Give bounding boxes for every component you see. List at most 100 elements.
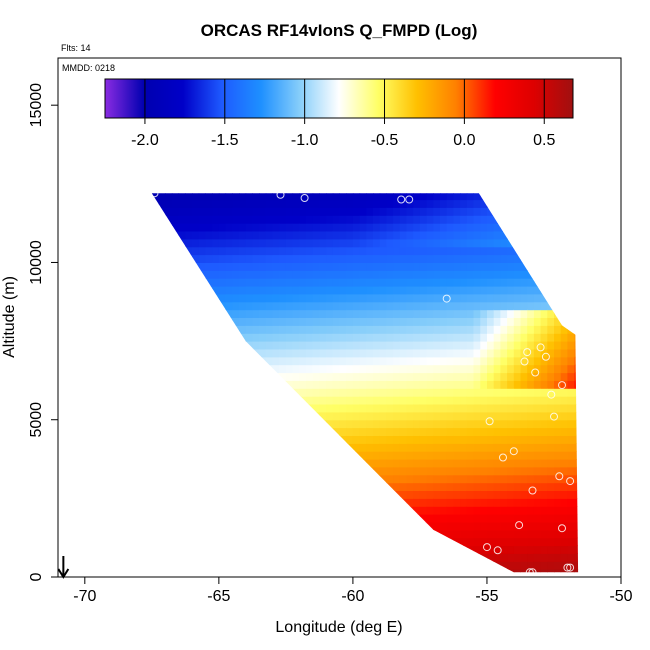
heatmap-cell bbox=[520, 193, 528, 201]
heatmap-cell bbox=[433, 364, 441, 374]
heatmap-cell bbox=[218, 529, 227, 539]
heatmap-cell bbox=[352, 388, 361, 397]
heatmap-cell bbox=[239, 262, 247, 271]
heatmap-cell bbox=[265, 545, 273, 554]
heatmap-cell bbox=[386, 443, 394, 452]
heatmap-cell bbox=[165, 474, 173, 484]
heatmap-cell bbox=[252, 419, 260, 429]
heatmap-cell bbox=[513, 545, 521, 554]
heatmap-cell bbox=[259, 231, 267, 240]
heatmap-cell bbox=[312, 199, 320, 208]
heatmap-cell bbox=[245, 333, 253, 342]
heatmap-cell bbox=[206, 184, 213, 192]
heatmap-cell bbox=[359, 380, 367, 389]
heatmap-cell bbox=[460, 522, 468, 531]
heatmap-cell bbox=[225, 529, 233, 539]
heatmap-cell bbox=[218, 293, 227, 303]
heatmap-cell bbox=[259, 498, 267, 507]
heatmap-cell bbox=[487, 545, 495, 554]
heatmap-cell bbox=[319, 498, 327, 507]
heatmap-cell bbox=[326, 404, 334, 413]
heatmap-cell bbox=[440, 522, 448, 531]
heatmap-cell bbox=[285, 545, 294, 554]
heatmap-cell bbox=[393, 404, 401, 413]
heatmap-cell bbox=[419, 333, 428, 342]
heatmap-cell bbox=[500, 411, 508, 421]
heatmap-cell bbox=[433, 286, 441, 295]
heatmap-cell bbox=[446, 356, 454, 366]
heatmap-cell bbox=[487, 380, 495, 389]
heatmap-cell bbox=[352, 569, 361, 573]
heatmap-cell bbox=[446, 396, 454, 405]
heatmap-cell bbox=[151, 199, 159, 208]
heatmap-cell bbox=[379, 545, 387, 554]
heatmap-cell bbox=[373, 364, 381, 374]
heatmap-cell bbox=[239, 207, 247, 216]
heatmap-cell bbox=[265, 419, 273, 429]
flight-point bbox=[523, 348, 532, 357]
heatmap-cell bbox=[158, 286, 166, 295]
heatmap-cell bbox=[259, 529, 267, 539]
heatmap-cell bbox=[426, 427, 434, 436]
heatmap-cell bbox=[373, 193, 381, 201]
heatmap-cell bbox=[554, 309, 562, 318]
heatmap-cell bbox=[259, 553, 267, 562]
heatmap-cell bbox=[567, 301, 575, 311]
heatmap-cell bbox=[513, 537, 521, 547]
heatmap-cell bbox=[326, 238, 334, 248]
heatmap-cell bbox=[406, 388, 414, 397]
heatmap-cell bbox=[574, 309, 579, 318]
heatmap-cell bbox=[406, 498, 414, 507]
heatmap-cell bbox=[252, 396, 260, 405]
heatmap-cell bbox=[547, 246, 555, 256]
heatmap-cell bbox=[299, 193, 307, 201]
heatmap-cell bbox=[500, 537, 508, 547]
heatmap-cell bbox=[225, 215, 233, 224]
heatmap-cell bbox=[366, 482, 374, 491]
heatmap-cell bbox=[158, 246, 166, 256]
flight-point bbox=[547, 390, 556, 399]
heatmap-cell bbox=[225, 404, 233, 413]
heatmap-cell bbox=[339, 443, 347, 452]
heatmap-cell bbox=[507, 561, 515, 570]
heatmap-cell bbox=[198, 404, 206, 413]
heatmap-cell bbox=[567, 215, 575, 224]
heatmap-cell bbox=[500, 498, 508, 507]
heatmap-cell bbox=[319, 356, 327, 366]
heatmap-cell bbox=[379, 451, 387, 460]
heatmap-cell bbox=[292, 459, 300, 468]
heatmap-cell bbox=[158, 419, 166, 429]
heatmap-cell bbox=[460, 349, 468, 358]
heatmap-cell bbox=[339, 238, 347, 248]
heatmap-cell bbox=[332, 514, 340, 523]
heatmap-cell bbox=[225, 490, 233, 499]
heatmap-cell bbox=[252, 474, 260, 484]
heatmap-cell bbox=[326, 435, 334, 444]
colorbar-tick-label: -0.5 bbox=[371, 132, 399, 149]
heatmap-cell bbox=[466, 451, 474, 460]
heatmap-cell bbox=[581, 436, 588, 444]
heatmap-cell bbox=[399, 207, 407, 216]
heatmap-cell bbox=[433, 482, 441, 491]
heatmap-cell bbox=[460, 317, 468, 326]
heatmap-cell bbox=[178, 419, 186, 429]
heatmap-cell bbox=[413, 522, 421, 531]
heatmap-cell bbox=[406, 223, 414, 232]
flight-point bbox=[483, 543, 491, 552]
heatmap-cell bbox=[500, 199, 508, 208]
heatmap-cell bbox=[285, 537, 294, 547]
heatmap-cell bbox=[581, 270, 588, 278]
heatmap-cell bbox=[339, 466, 347, 476]
heatmap-cell bbox=[239, 364, 247, 374]
heatmap-cell bbox=[165, 301, 173, 311]
heatmap-cell bbox=[386, 356, 394, 366]
heatmap-cell bbox=[406, 231, 414, 240]
heatmap-cell bbox=[500, 427, 508, 436]
heatmap-cell bbox=[574, 231, 579, 240]
heatmap-cell bbox=[299, 184, 306, 192]
heatmap-cell bbox=[379, 569, 387, 573]
heatmap-cell bbox=[473, 341, 481, 350]
heatmap-cell bbox=[574, 317, 579, 326]
heatmap-cell bbox=[366, 215, 374, 224]
heatmap-cell bbox=[218, 514, 227, 523]
